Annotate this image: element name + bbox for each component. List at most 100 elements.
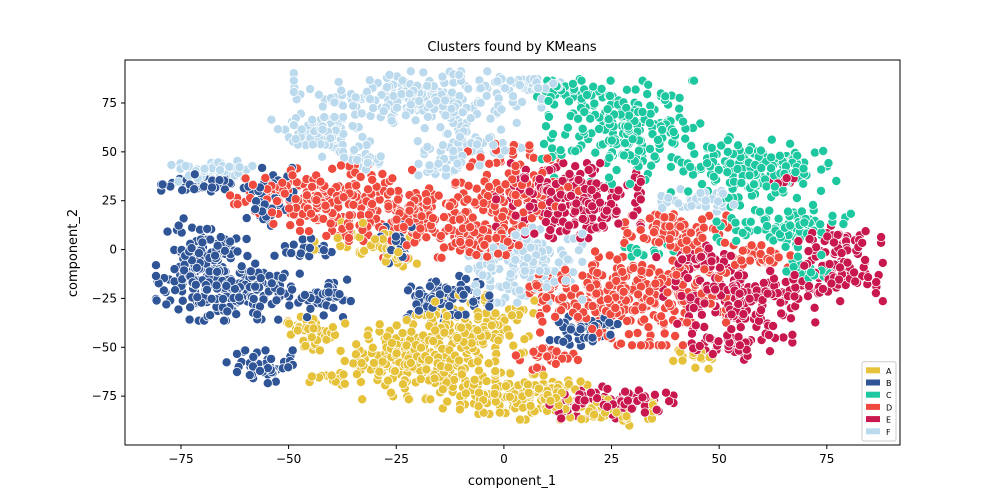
data-point-d — [306, 181, 317, 192]
data-point-e — [710, 284, 721, 295]
data-point-c — [588, 81, 599, 92]
data-point-f — [514, 285, 525, 296]
data-point-c — [702, 158, 713, 169]
data-point-b — [250, 204, 261, 215]
data-point-f — [471, 287, 482, 298]
data-point-e — [664, 396, 675, 407]
data-point-c — [674, 103, 685, 114]
data-point-c — [604, 172, 615, 183]
data-point-c — [761, 181, 772, 192]
data-point-e — [682, 273, 693, 284]
data-point-a — [386, 337, 397, 348]
data-point-e — [850, 276, 861, 287]
data-point-c — [637, 107, 648, 118]
data-point-f — [452, 158, 463, 169]
data-point-d — [271, 196, 282, 207]
data-point-a — [522, 379, 533, 390]
data-point-d — [643, 322, 654, 333]
data-point-b — [468, 296, 479, 307]
data-point-c — [668, 127, 679, 138]
data-point-d — [663, 298, 674, 309]
data-point-d — [335, 160, 346, 171]
data-point-a — [374, 319, 385, 330]
data-point-f — [454, 131, 465, 142]
data-point-a — [515, 414, 526, 425]
data-point-c — [627, 134, 638, 145]
data-point-f — [376, 89, 387, 100]
data-point-c — [645, 108, 656, 119]
data-point-f — [657, 202, 668, 213]
data-point-e — [545, 224, 556, 235]
data-point-d — [351, 180, 362, 191]
data-point-c — [744, 170, 755, 181]
data-point-d — [344, 210, 355, 221]
data-point-c — [762, 220, 773, 231]
data-point-c — [541, 121, 552, 132]
data-point-b — [225, 236, 236, 247]
data-point-c — [806, 267, 817, 278]
data-point-d — [484, 158, 495, 169]
data-point-f — [477, 270, 488, 281]
data-point-f — [215, 164, 226, 175]
data-point-e — [793, 236, 804, 247]
data-point-a — [472, 325, 483, 336]
data-point-e — [713, 336, 724, 347]
data-point-b — [266, 278, 277, 289]
data-point-c — [657, 124, 668, 135]
data-point-d — [570, 283, 581, 294]
data-point-d — [664, 221, 675, 232]
data-point-e — [763, 329, 774, 340]
data-point-c — [708, 171, 719, 182]
data-point-d — [537, 316, 548, 327]
legend-swatch-a — [866, 367, 880, 374]
data-point-d — [325, 218, 336, 229]
data-point-d — [285, 220, 296, 231]
y-tick-label: 0 — [109, 243, 117, 257]
data-point-d — [232, 199, 243, 210]
data-point-d — [465, 222, 476, 233]
data-point-e — [519, 173, 530, 184]
data-point-b — [170, 285, 181, 296]
data-point-a — [292, 325, 303, 336]
data-point-a — [389, 366, 400, 377]
data-point-b — [157, 179, 168, 190]
data-point-d — [542, 351, 553, 362]
chart-title: Clusters found by KMeans — [427, 40, 596, 55]
data-point-c — [630, 84, 641, 95]
data-point-e — [726, 324, 737, 335]
data-point-d — [591, 288, 602, 299]
data-point-b — [215, 232, 226, 243]
data-point-f — [495, 124, 506, 135]
data-point-c — [831, 175, 842, 186]
data-point-e — [802, 291, 813, 302]
data-point-a — [403, 394, 414, 405]
legend-swatch-c — [866, 391, 880, 398]
data-point-a — [425, 394, 436, 405]
data-point-e — [613, 185, 624, 196]
data-point-d — [407, 164, 418, 175]
data-point-d — [610, 302, 621, 313]
data-point-f — [392, 102, 403, 113]
legend-label-b: B — [886, 379, 892, 388]
data-point-d — [587, 301, 598, 312]
y-tick-label: −50 — [92, 340, 117, 354]
data-point-e — [556, 413, 567, 424]
data-point-e — [699, 321, 710, 332]
x-tick-label: 0 — [500, 452, 508, 466]
data-point-d — [632, 327, 643, 338]
data-point-f — [437, 71, 448, 82]
data-point-f — [577, 256, 588, 267]
data-point-e — [870, 288, 881, 299]
data-point-d — [303, 226, 314, 237]
data-point-b — [222, 306, 233, 317]
data-point-c — [547, 143, 558, 154]
data-point-c — [605, 75, 616, 86]
data-point-e — [557, 202, 568, 213]
data-point-c — [711, 216, 722, 227]
data-point-d — [493, 248, 504, 259]
data-point-b — [192, 292, 203, 303]
data-point-d — [433, 190, 444, 201]
data-point-f — [454, 69, 465, 80]
data-point-f — [418, 67, 429, 78]
data-point-e — [733, 331, 744, 342]
